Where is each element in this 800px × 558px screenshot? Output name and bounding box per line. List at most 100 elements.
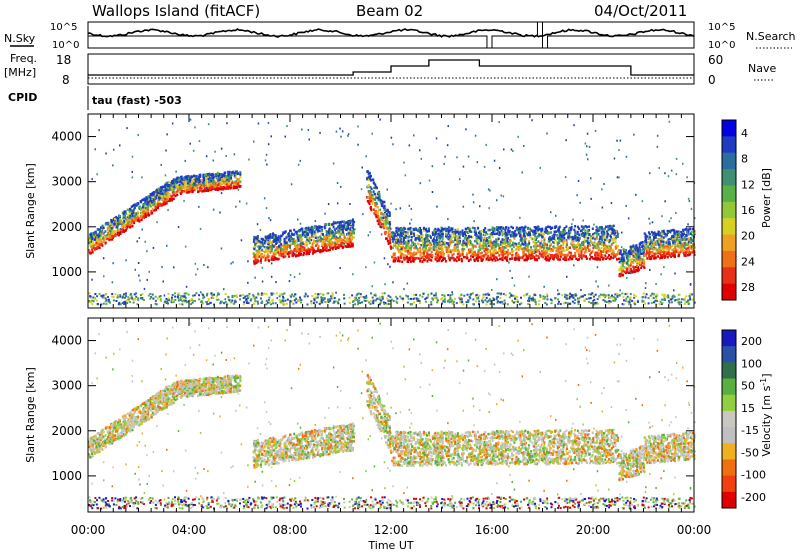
power-point — [569, 231, 571, 234]
power-point — [590, 238, 592, 241]
power-point — [297, 244, 299, 247]
power-point — [148, 195, 150, 198]
power-point — [385, 218, 387, 221]
power-point — [334, 228, 336, 231]
power-point — [287, 233, 289, 236]
power-point — [404, 227, 406, 230]
power-point — [535, 229, 537, 232]
power-point — [217, 172, 219, 175]
power-point — [164, 198, 166, 201]
power-point — [293, 242, 295, 245]
power-point — [458, 256, 460, 259]
power-point — [608, 250, 610, 253]
power-point — [215, 188, 217, 191]
power-point — [398, 228, 400, 231]
power-point — [620, 249, 622, 252]
power-point — [150, 212, 152, 215]
power-point — [622, 274, 624, 277]
power-point — [270, 245, 272, 248]
power-point — [440, 236, 442, 239]
power-point — [260, 246, 262, 249]
power-point — [498, 238, 500, 241]
power-point — [565, 256, 567, 259]
power-point — [352, 232, 354, 235]
power-point — [400, 228, 402, 231]
power-point — [622, 267, 624, 270]
power-point — [515, 243, 517, 246]
power-point — [352, 223, 354, 226]
power-point — [430, 259, 432, 262]
power-point — [374, 210, 376, 213]
power-point — [537, 240, 539, 243]
power-point — [283, 256, 285, 259]
power-point — [330, 235, 332, 238]
power-point — [421, 257, 423, 260]
power-point — [446, 251, 448, 254]
power-point — [163, 201, 165, 204]
power-point — [210, 188, 212, 191]
power-point — [603, 236, 605, 239]
power-point — [289, 230, 291, 233]
power-point — [322, 249, 324, 252]
power-point — [504, 251, 506, 254]
power-point — [350, 231, 352, 234]
power-point — [591, 256, 593, 259]
power-point — [453, 259, 455, 262]
power-point — [296, 255, 298, 258]
power-point — [318, 245, 320, 248]
power-point — [683, 232, 685, 235]
power-point — [527, 244, 529, 247]
power-point — [369, 203, 371, 206]
power-point — [667, 230, 669, 233]
power-point — [624, 249, 626, 252]
power-point — [561, 236, 563, 239]
power-point — [306, 233, 308, 236]
power-point — [562, 254, 564, 257]
power-point — [546, 259, 548, 262]
power-point — [221, 176, 223, 179]
power-point — [581, 247, 583, 250]
power-point — [523, 259, 525, 262]
power-point — [560, 251, 562, 254]
power-point — [583, 255, 585, 257]
power-point — [480, 246, 482, 249]
power-point — [220, 173, 222, 176]
power-point — [392, 256, 394, 259]
power-point — [636, 261, 638, 264]
power-point — [308, 253, 310, 256]
power-point — [535, 226, 537, 229]
power-point — [523, 228, 525, 231]
power-point — [158, 197, 160, 200]
power-point — [384, 205, 386, 208]
power-point — [567, 248, 569, 251]
power-point — [548, 232, 550, 235]
power-point — [273, 236, 275, 239]
power-point — [517, 254, 519, 257]
power-point — [374, 204, 376, 207]
power-point — [521, 226, 523, 229]
power-point — [111, 221, 113, 224]
power-point — [330, 229, 332, 232]
power-point — [519, 235, 521, 238]
power-point — [165, 188, 167, 191]
power-point — [315, 250, 317, 253]
power-point — [653, 232, 655, 235]
power-point — [562, 247, 564, 250]
power-point — [337, 240, 339, 243]
power-point — [674, 246, 676, 249]
power-point — [400, 243, 402, 246]
power-point — [426, 253, 428, 256]
power-point — [540, 229, 542, 232]
power-point — [682, 230, 684, 233]
power-point — [499, 233, 501, 236]
power-point — [338, 233, 340, 236]
power-point — [655, 236, 657, 239]
power-point — [639, 246, 641, 249]
power-point — [392, 231, 394, 234]
power-point — [653, 248, 655, 251]
power-point — [646, 252, 648, 255]
power-point — [607, 229, 609, 232]
power-point — [319, 239, 321, 242]
